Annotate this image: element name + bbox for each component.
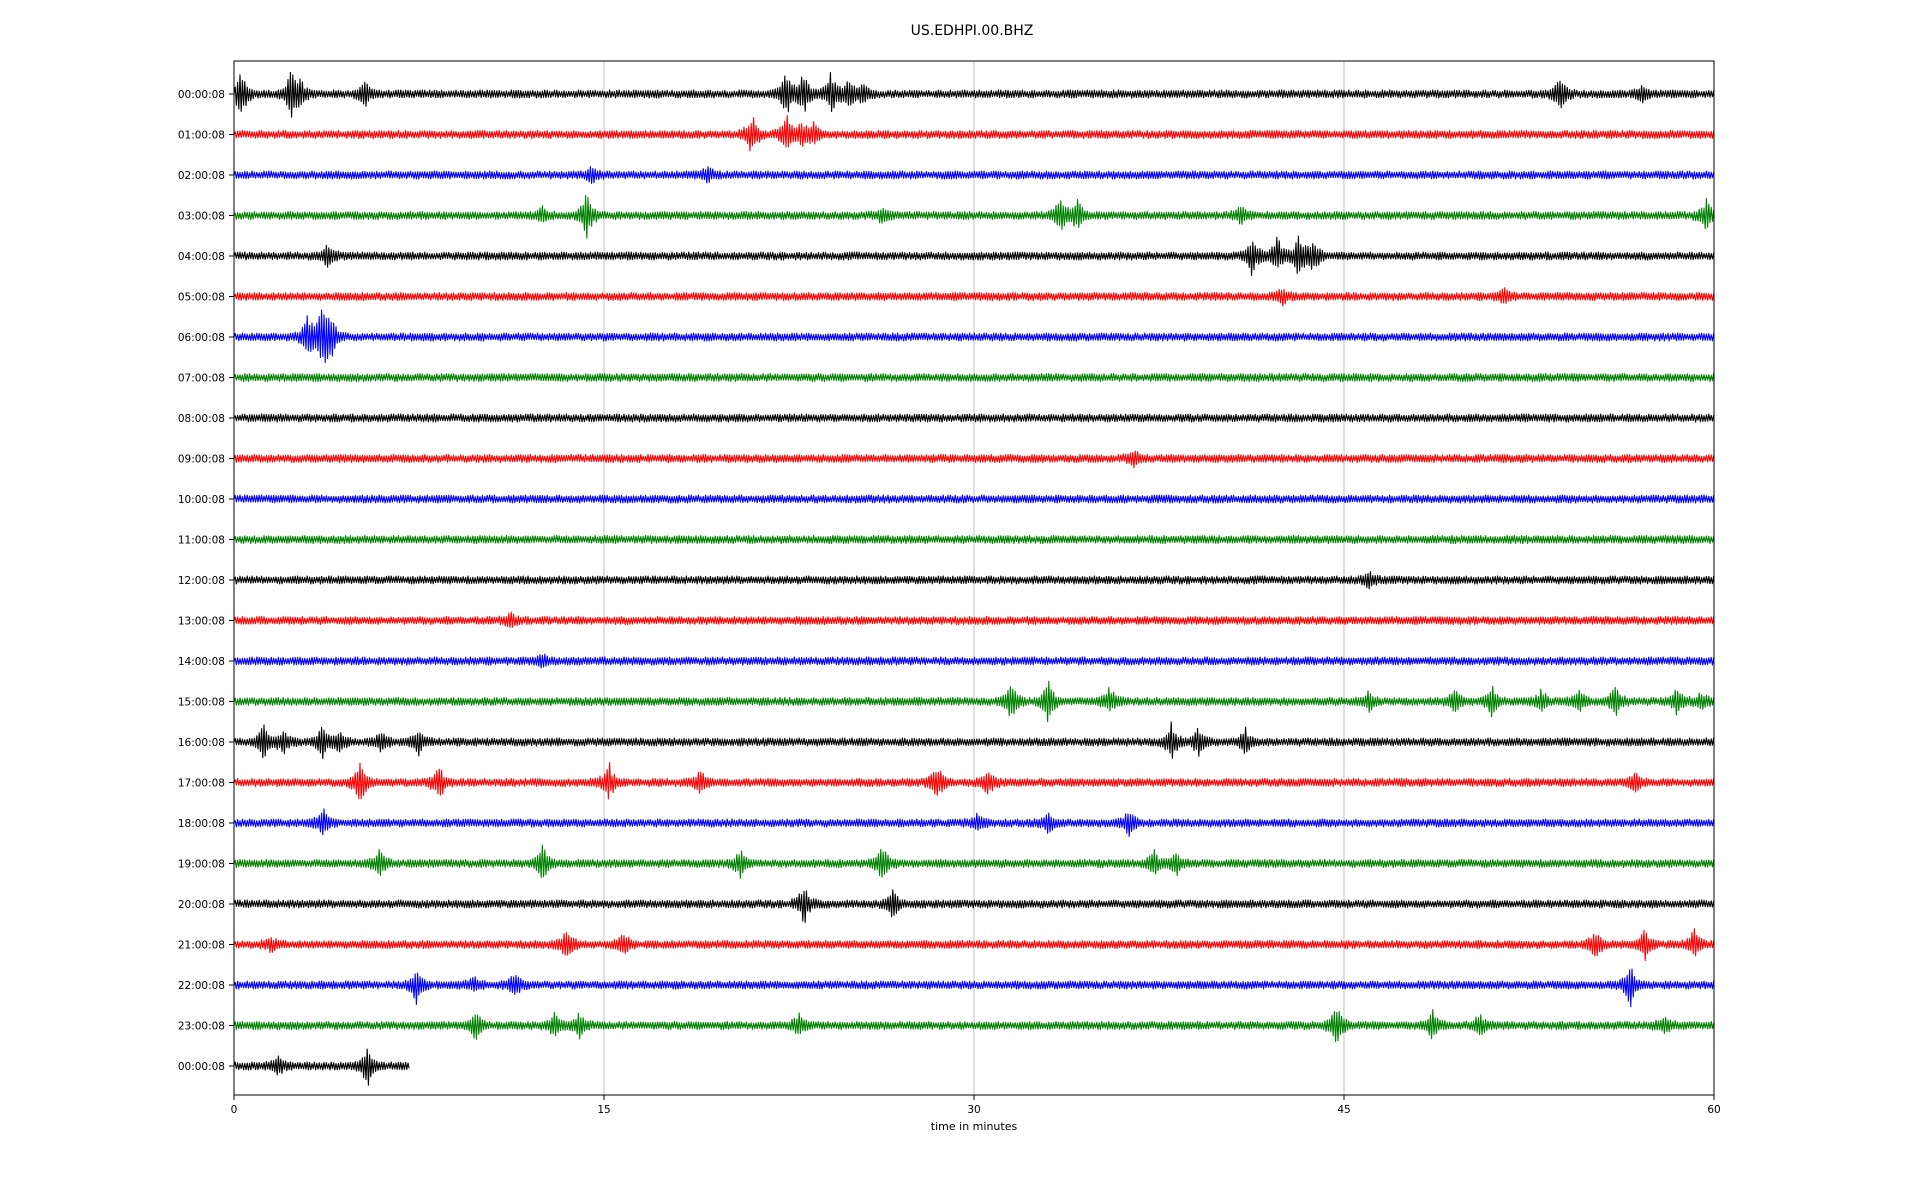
trace-20:00:08 xyxy=(233,889,1715,924)
trace-03:00:08 xyxy=(233,195,1715,239)
trace-22:00:08 xyxy=(233,968,1715,1008)
x-tick-label: 30 xyxy=(967,1104,980,1116)
trace-07:00:08 xyxy=(233,372,1715,383)
chart-title: US.EDHPI.00.BHZ xyxy=(911,23,1034,39)
y-tick-labels: 00:00:08 01:00:08 02:00:08 03:00:08 04:00:08… xyxy=(178,89,234,1073)
x-axis-label: time in minutes xyxy=(931,1120,1018,1133)
trace-16:00:08 xyxy=(233,721,1715,760)
y-tick-label: 14:00:08 xyxy=(178,656,225,668)
y-tick-label: 00:00:08 xyxy=(178,89,225,101)
y-tick-label: 09:00:08 xyxy=(178,454,225,466)
trace-10:00:08 xyxy=(233,494,1715,504)
y-tick-label: 12:00:08 xyxy=(178,575,225,587)
y-tick-label: 03:00:08 xyxy=(178,211,225,223)
trace-group xyxy=(233,71,1715,1086)
y-tick-label: 22:00:08 xyxy=(178,980,225,992)
trace-01:00:08 xyxy=(233,114,1715,152)
y-tick-label: 19:00:08 xyxy=(178,859,225,871)
y-tick-label: 02:00:08 xyxy=(178,170,225,182)
y-tick-label: 10:00:08 xyxy=(178,494,225,506)
trace-00:00:08 xyxy=(233,1048,410,1086)
y-tick-label: 04:00:08 xyxy=(178,251,225,263)
trace-11:00:08 xyxy=(233,534,1715,545)
y-tick-label: 13:00:08 xyxy=(178,616,225,628)
trace-23:00:08 xyxy=(233,1008,1715,1043)
x-tick-label: 15 xyxy=(597,1104,610,1116)
trace-09:00:08 xyxy=(233,450,1715,469)
trace-00:00:08 xyxy=(233,71,1715,118)
trace-02:00:08 xyxy=(233,166,1715,185)
x-tick-labels: 0 15 30 45 60 xyxy=(231,1095,1721,1116)
y-tick-label: 06:00:08 xyxy=(178,332,225,344)
y-tick-label: 05:00:08 xyxy=(178,292,225,304)
trace-06:00:08 xyxy=(233,309,1715,364)
y-tick-label: 08:00:08 xyxy=(178,413,225,425)
y-tick-label: 01:00:08 xyxy=(178,130,225,142)
y-tick-label: 11:00:08 xyxy=(178,535,225,547)
y-tick-label: 18:00:08 xyxy=(178,818,225,830)
y-tick-label: 00:00:08 xyxy=(178,1061,225,1073)
trace-08:00:08 xyxy=(233,413,1715,423)
trace-15:00:08 xyxy=(233,680,1715,723)
x-tick-label: 0 xyxy=(231,1104,238,1116)
trace-18:00:08 xyxy=(233,808,1715,838)
y-tick-label: 21:00:08 xyxy=(178,940,225,952)
y-tick-label: 07:00:08 xyxy=(178,373,225,385)
trace-21:00:08 xyxy=(233,928,1715,962)
trace-19:00:08 xyxy=(233,844,1715,879)
x-tick-label: 45 xyxy=(1337,1104,1350,1116)
y-tick-label: 16:00:08 xyxy=(178,737,225,749)
x-tick-label: 60 xyxy=(1707,1104,1720,1116)
trace-17:00:08 xyxy=(233,762,1715,800)
trace-14:00:08 xyxy=(233,653,1715,669)
y-tick-label: 20:00:08 xyxy=(178,899,225,911)
trace-04:00:08 xyxy=(233,235,1715,276)
y-tick-label: 17:00:08 xyxy=(178,778,225,790)
trace-05:00:08 xyxy=(233,287,1715,307)
trace-13:00:08 xyxy=(233,611,1715,628)
y-tick-label: 23:00:08 xyxy=(178,1021,225,1033)
trace-12:00:08 xyxy=(233,571,1715,590)
y-tick-label: 15:00:08 xyxy=(178,697,225,709)
